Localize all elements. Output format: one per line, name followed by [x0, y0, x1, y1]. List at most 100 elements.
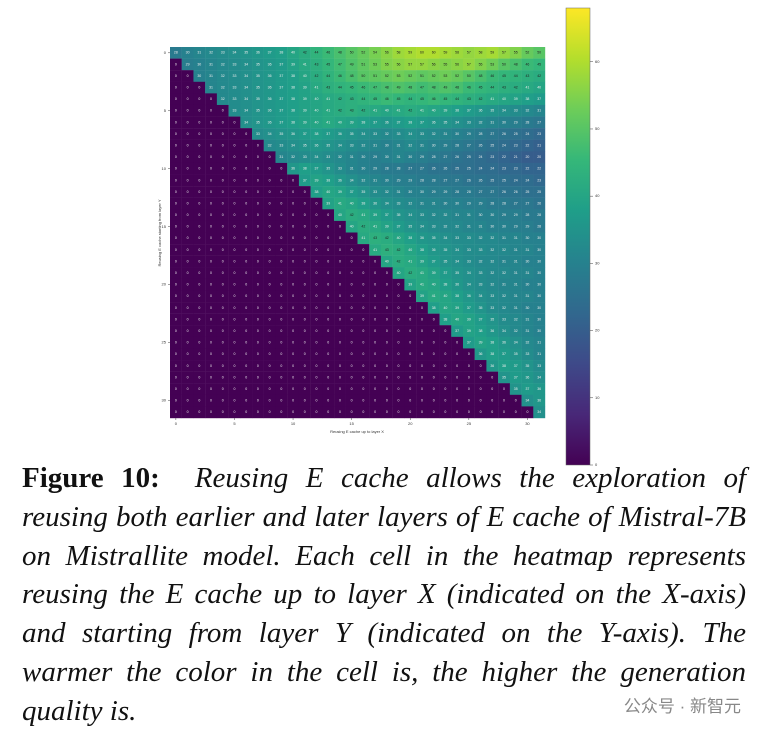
- heatmap-cell: [427, 70, 440, 82]
- heatmap-cell: [170, 290, 182, 303]
- cell-label: 0: [491, 399, 493, 403]
- heatmap-cell: [298, 81, 311, 94]
- cell-label: 36: [268, 120, 272, 124]
- cell-label: 0: [210, 306, 212, 310]
- cell-label: 0: [198, 201, 200, 205]
- cell-label: 0: [257, 306, 259, 310]
- cell-label: 40: [408, 248, 412, 252]
- heatmap-cell: [263, 336, 276, 349]
- cell-label: 0: [198, 364, 200, 368]
- heatmap-cell: [310, 383, 323, 396]
- heatmap-cell: [310, 174, 323, 187]
- cell-label: 0: [233, 306, 235, 310]
- heatmap-cell: [369, 336, 382, 349]
- cell-label: 31: [279, 155, 283, 159]
- heatmap-cell: [404, 278, 417, 291]
- cell-label: 38: [291, 97, 295, 101]
- heatmap-cell: [263, 162, 276, 175]
- heatmap-cell: [521, 47, 534, 59]
- cell-label: 0: [187, 201, 189, 205]
- heatmap-cell: [193, 348, 206, 361]
- cell-label: 0: [198, 294, 200, 298]
- heatmap-cell: [439, 383, 452, 396]
- heatmap-cell: [498, 220, 511, 233]
- cell-label: 26: [502, 190, 506, 194]
- cell-label: 0: [351, 317, 353, 321]
- cell-label: 34: [315, 155, 319, 159]
- cell-label: 41: [420, 109, 424, 113]
- heatmap-cell: [216, 47, 229, 59]
- cell-label: 26: [479, 143, 483, 147]
- heatmap-cell: [404, 151, 417, 164]
- cell-label: 0: [316, 329, 318, 333]
- heatmap-cell: [416, 406, 429, 419]
- heatmap-cell: [228, 116, 241, 129]
- cell-label: 32: [490, 271, 494, 275]
- cell-label: 0: [269, 248, 271, 252]
- heatmap-cell: [322, 58, 335, 71]
- cell-label: 0: [257, 410, 259, 414]
- heatmap-cell: [462, 290, 475, 303]
- cell-label: 34: [338, 143, 342, 147]
- heatmap-cell: [392, 348, 405, 361]
- heatmap-cell: [533, 325, 546, 338]
- heatmap-cell: [380, 336, 393, 349]
- cell-label: 0: [316, 259, 318, 263]
- cell-label: 36: [432, 248, 436, 252]
- heatmap-cell: [345, 394, 358, 407]
- heatmap-cell: [439, 302, 452, 314]
- heatmap-cell: [462, 302, 475, 314]
- cell-label: 0: [222, 155, 224, 159]
- cell-label: 0: [491, 387, 493, 391]
- cell-label: 0: [327, 283, 329, 287]
- heatmap-cell: [181, 313, 194, 326]
- heatmap-cell: [252, 162, 264, 175]
- cell-label: 0: [421, 341, 423, 345]
- heatmap-cell: [228, 104, 241, 117]
- cell-label: 27: [455, 178, 459, 182]
- x-tick-label: 10: [291, 421, 296, 426]
- cell-label: 0: [327, 399, 329, 403]
- heatmap-cell: [486, 325, 499, 338]
- cell-label: 30: [537, 306, 541, 310]
- cell-label: 0: [280, 399, 282, 403]
- heatmap-cell: [416, 209, 429, 222]
- heatmap-cell: [474, 360, 487, 372]
- cell-label: 52: [455, 74, 459, 78]
- cell-label: 0: [339, 352, 341, 356]
- heatmap-cell: [404, 186, 417, 198]
- cell-label: 33: [279, 143, 283, 147]
- cell-label: 39: [303, 109, 307, 113]
- cell-label: 0: [210, 317, 212, 321]
- cell-label: 49: [350, 62, 354, 66]
- cell-label: 0: [187, 317, 189, 321]
- heatmap-cell: [310, 197, 323, 210]
- heatmap-cell: [404, 70, 417, 82]
- cell-label: 35: [256, 120, 260, 124]
- heatmap-cell: [416, 313, 429, 326]
- cell-label: 0: [433, 317, 435, 321]
- heatmap-cell: [228, 197, 241, 210]
- cell-label: 23: [490, 155, 494, 159]
- heatmap-cell: [170, 116, 182, 129]
- heatmap-cell: [357, 197, 370, 210]
- heatmap-cell: [298, 128, 311, 140]
- heatmap-cell: [205, 58, 218, 71]
- heatmap-cell: [345, 278, 358, 291]
- heatmap-cell: [451, 313, 464, 326]
- heatmap-cell: [474, 313, 487, 326]
- cell-label: 0: [456, 364, 458, 368]
- heatmap-cell: [369, 267, 382, 280]
- cell-label: 37: [514, 375, 518, 379]
- cell-label: 0: [257, 399, 259, 403]
- cell-label: 0: [456, 387, 458, 391]
- heatmap-cell: [451, 325, 464, 338]
- heatmap-cell: [310, 104, 323, 117]
- heatmap-cell: [240, 371, 253, 384]
- heatmap-cell: [345, 139, 358, 152]
- cell-label: 0: [187, 294, 189, 298]
- cell-label: 0: [198, 352, 200, 356]
- heatmap-cell: [462, 162, 475, 175]
- heatmap-cell: [521, 220, 534, 233]
- cell-label: 27: [467, 143, 471, 147]
